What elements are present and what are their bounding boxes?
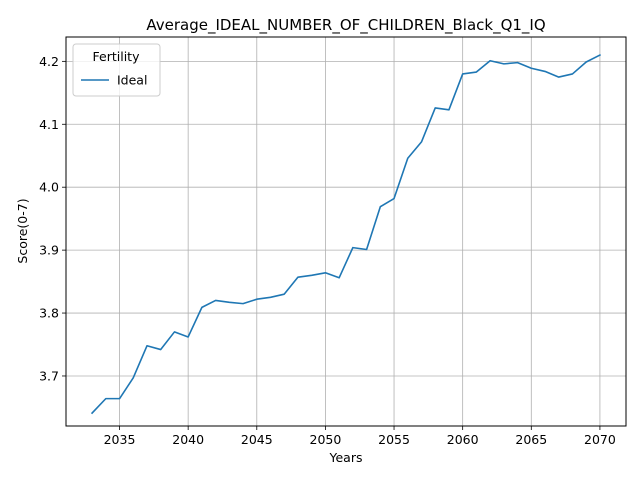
x-tick-label: 2050 [310, 432, 342, 447]
x-tick-label: 2060 [447, 432, 479, 447]
y-tick-label: 4.2 [39, 54, 59, 69]
x-tick-label: 2035 [104, 432, 136, 447]
legend-box [72, 43, 161, 97]
y-tick-label: 3.7 [39, 368, 59, 383]
y-axis-label: Score(0-7) [15, 198, 30, 263]
y-tick-label: 4.1 [39, 117, 59, 132]
legend: Fertility Ideal [72, 43, 161, 97]
y-tick-label: 3.9 [39, 243, 59, 258]
x-axis-ticks: 2035 2040 2045 2050 2055 2060 2065 2070 [104, 426, 616, 447]
x-tick-label: 2040 [172, 432, 204, 447]
x-axis-label: Years [329, 450, 363, 465]
x-tick-label: 2045 [241, 432, 273, 447]
legend-label-ideal: Ideal [117, 73, 147, 88]
series-layer [90, 53, 601, 415]
y-tick-label: 4.0 [39, 180, 59, 195]
x-tick-label: 2070 [584, 432, 616, 447]
plot-frame [65, 36, 627, 427]
legend-title: Fertility [93, 49, 141, 64]
series-line-ideal [90, 53, 601, 415]
y-tick-label: 3.8 [39, 306, 59, 321]
chart-title: Average_IDEAL_NUMBER_OF_CHILDREN_Black_Q… [146, 16, 545, 35]
x-tick-label: 2055 [378, 432, 410, 447]
grid [66, 37, 626, 426]
y-axis-ticks: 3.7 3.8 3.9 4.0 4.1 4.2 [39, 54, 66, 383]
plot-area [66, 37, 626, 426]
x-tick-label: 2065 [515, 432, 547, 447]
